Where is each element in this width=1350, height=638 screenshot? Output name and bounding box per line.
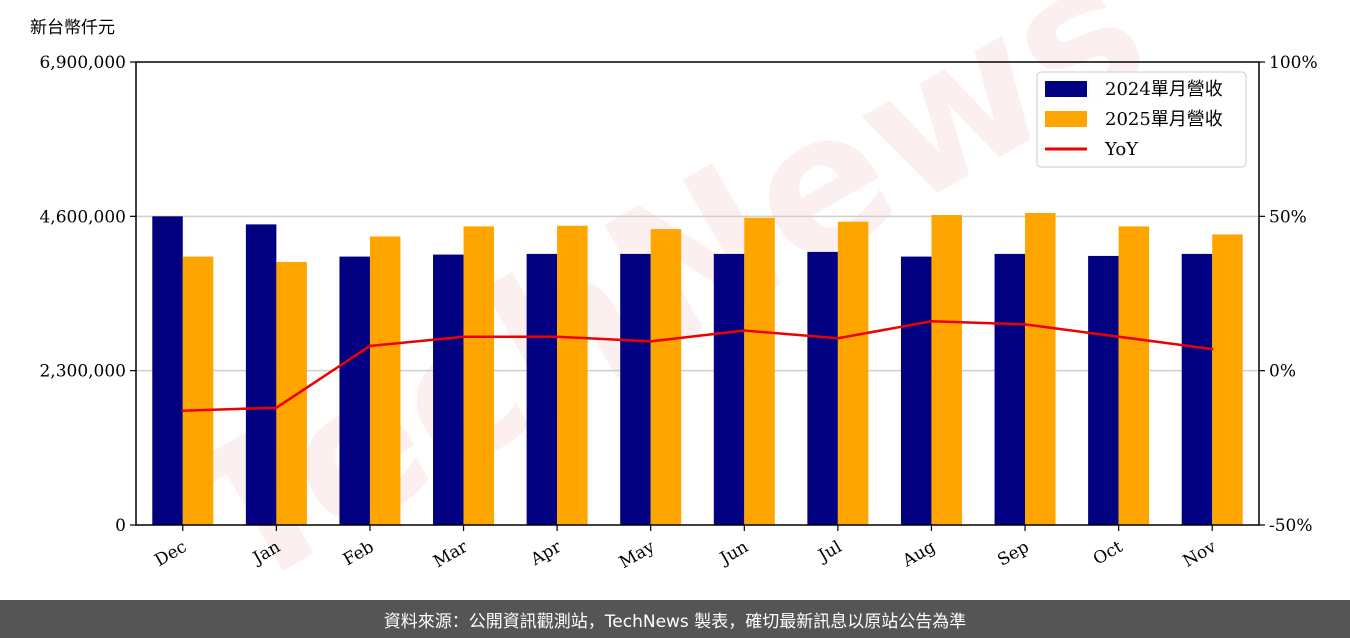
- bar-2025: [650, 229, 682, 525]
- yoy-point: [368, 344, 372, 348]
- left-tick-label: 6,900,000: [39, 53, 126, 73]
- bar-2024: [339, 256, 370, 525]
- grid: [136, 215, 1259, 372]
- bar-2024: [1181, 253, 1213, 525]
- legend-swatch: [1045, 81, 1087, 97]
- yoy-point: [555, 335, 559, 339]
- bar-2025: [931, 214, 962, 525]
- yoy-point: [275, 406, 278, 410]
- yoy-point: [462, 335, 465, 339]
- bar-2024: [994, 253, 1026, 525]
- x-tick-label: Dec: [152, 537, 191, 571]
- bar-2025: [1118, 226, 1150, 525]
- legend-box: [1036, 71, 1247, 168]
- legend-swatch: [1045, 111, 1087, 127]
- bar-2025: [276, 261, 307, 525]
- bar-2025: [744, 217, 775, 526]
- left-tick-label: 4,600,000: [39, 207, 126, 227]
- x-tick-label: Nov: [1180, 537, 1220, 572]
- footer-text: 資料來源：公開資訊觀測站，TechNews 製表，確切最新訊息以原站公告為準: [383, 611, 967, 632]
- x-tick-label: Jun: [715, 537, 752, 570]
- bar-2024: [433, 254, 464, 525]
- plot-frame: [135, 61, 1260, 526]
- bar-2024: [152, 216, 183, 526]
- yoy-point: [1210, 347, 1214, 351]
- bar-2025: [1025, 212, 1056, 525]
- x-tick-label: Jul: [814, 537, 846, 567]
- right-tick-label: 50%: [1269, 207, 1307, 227]
- right-tick-label: 0%: [1269, 362, 1296, 382]
- bar-2025: [557, 225, 588, 525]
- x-tick-label: Aug: [899, 537, 940, 572]
- bar-2024: [526, 253, 558, 525]
- legend-label: YoY: [1104, 139, 1139, 160]
- yoy-line-group: [181, 319, 1214, 413]
- legend-label: 2024單月營收: [1105, 79, 1223, 100]
- legend: 2024單月營收 2025單月營收 YoY: [1036, 71, 1247, 168]
- x-tick-label: May: [616, 537, 659, 573]
- x-tick-label: Sep: [994, 537, 1032, 571]
- yoy-point: [742, 329, 746, 332]
- revenue-chart: TechNews 新台幣仟元 02,300,0004,600,0006,900,…: [30, 0, 1318, 600]
- bar-2024: [713, 253, 745, 525]
- x-tick-label: Apr: [527, 537, 566, 571]
- left-tick-label: 0: [115, 516, 126, 536]
- bar-2025: [182, 256, 214, 525]
- unit-label: 新台幣仟元: [30, 18, 115, 38]
- footer: 資料來源：公開資訊觀測站，TechNews 製表，確切最新訊息以原站公告為準: [0, 600, 1350, 638]
- bar-2024: [900, 256, 932, 525]
- right-tick-label: -50%: [1269, 516, 1313, 536]
- yoy-point: [1117, 335, 1120, 339]
- bar-2024: [245, 224, 277, 526]
- yoy-point: [836, 336, 840, 340]
- right-tick-label: 100%: [1269, 53, 1318, 73]
- legend-label: 2025單月營收: [1105, 109, 1223, 130]
- bar-2025: [463, 226, 495, 525]
- bar-2025: [1212, 234, 1243, 525]
- yoy-line: [182, 320, 1213, 413]
- bar-2024: [807, 251, 838, 525]
- x-tick-label: Mar: [430, 537, 472, 573]
- x-tick-label: Oct: [1090, 537, 1126, 570]
- left-tick-label: 2,300,000: [39, 362, 126, 382]
- bars: [152, 212, 1243, 526]
- bar-2025: [369, 236, 401, 525]
- yoy-point: [930, 319, 933, 323]
- bar-2025: [837, 221, 869, 525]
- yoy-point: [1023, 323, 1027, 326]
- yoy-point: [649, 340, 653, 343]
- yoy-point: [181, 409, 185, 413]
- bar-2024: [1088, 255, 1119, 525]
- bar-2024: [620, 253, 651, 525]
